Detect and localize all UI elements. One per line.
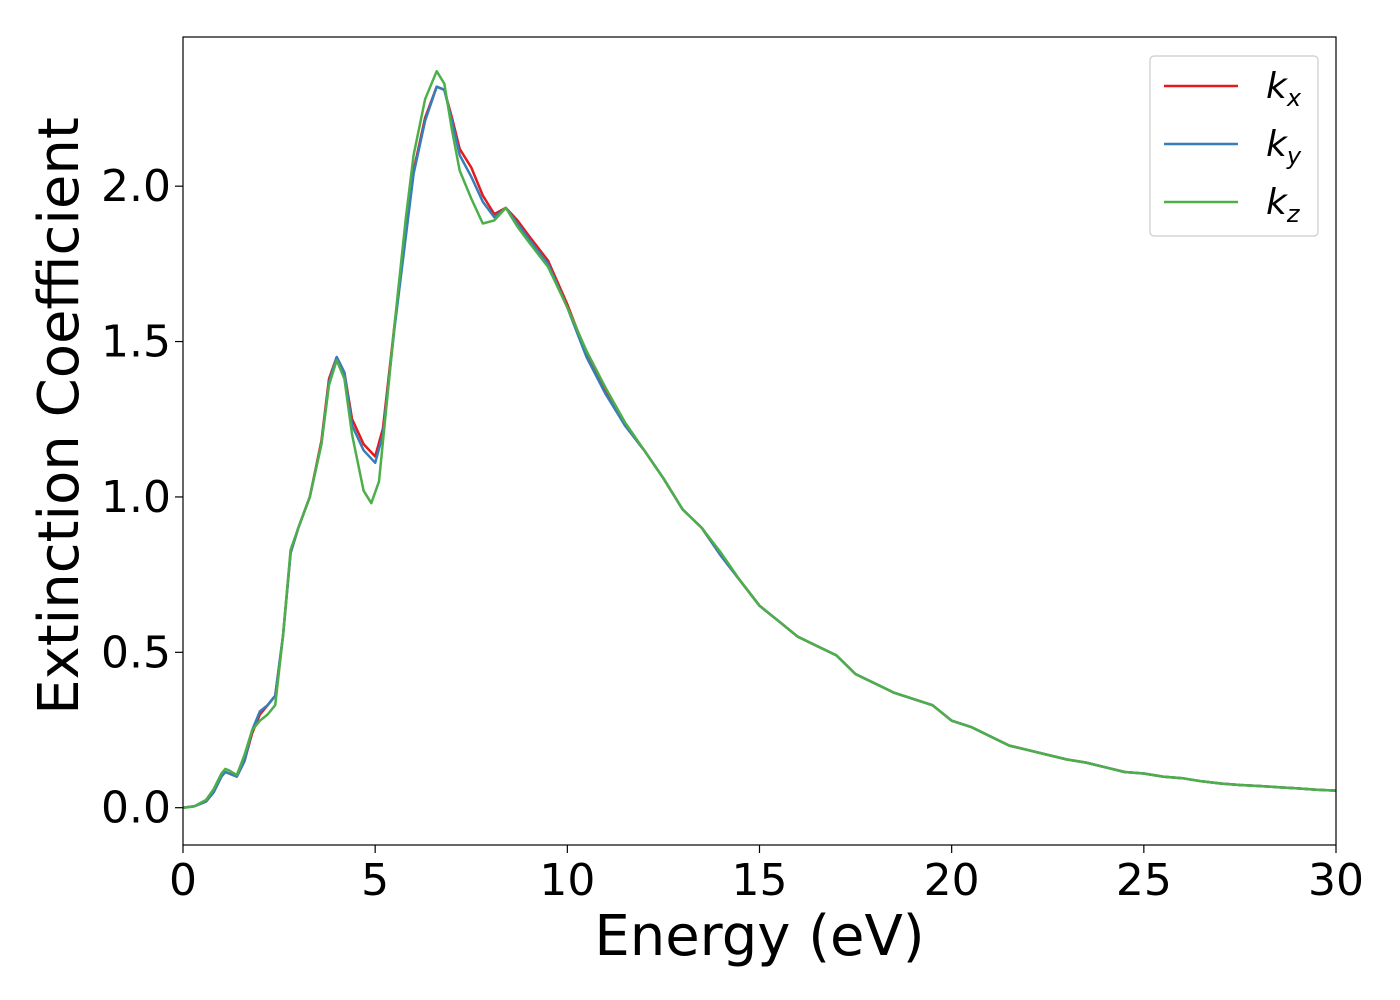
x-tick-label: 20 — [924, 855, 980, 906]
legend-label-kz: kz — [1266, 182, 1301, 228]
x-tick-label: 10 — [539, 855, 595, 906]
legend-box — [1149, 55, 1319, 237]
y-axis-title: Extinction Coefficient — [27, 117, 92, 715]
x-tick-label: 25 — [1116, 855, 1172, 906]
y-tick-label: 1.5 — [101, 317, 171, 368]
series-layer — [182, 69, 1337, 809]
x-axis-title: Energy (eV) — [594, 904, 924, 969]
x-tick-label: 30 — [1308, 855, 1364, 906]
legend: kx ky kz — [1149, 55, 1319, 237]
y-axis-ticks: 0.0 0.5 1.0 1.5 2.0 — [101, 161, 183, 834]
legend-label-ky: ky — [1266, 124, 1302, 170]
x-tick-label: 0 — [169, 855, 197, 906]
x-tick-label: 5 — [361, 855, 389, 906]
y-tick-label: 0.0 — [101, 783, 171, 834]
y-tick-label: 1.0 — [101, 472, 171, 523]
legend-label-kx: kx — [1266, 66, 1302, 112]
x-tick-label: 15 — [732, 855, 788, 906]
y-tick-label: 0.5 — [101, 627, 171, 678]
series-line-kz — [182, 69, 1337, 809]
x-axis-ticks: 0 5 10 15 20 25 30 — [169, 845, 1364, 906]
y-tick-label: 2.0 — [101, 161, 171, 212]
